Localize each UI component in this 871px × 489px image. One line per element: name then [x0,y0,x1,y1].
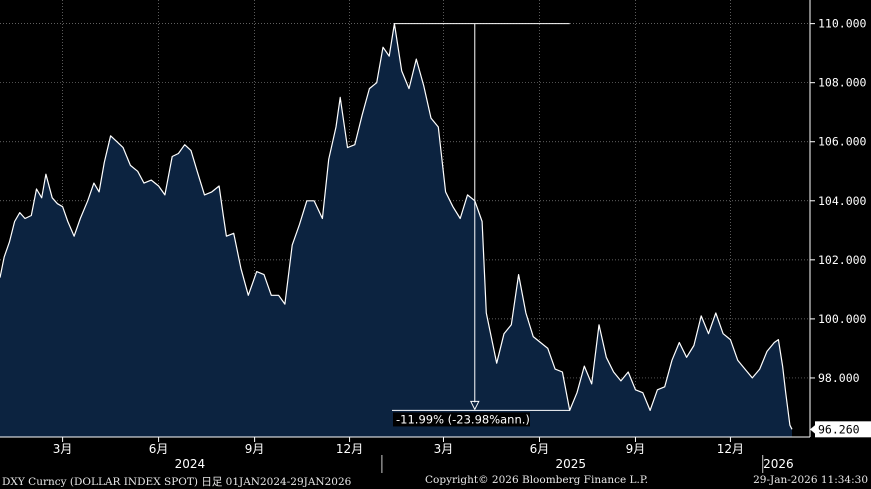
x-axis: 3月 6月 9月 12月 3月 6月 9月 12月 2024 2025 2026 [53,437,794,473]
y-tick-label: 108.000 [818,76,867,90]
last-value-label: 96.260 [818,422,860,436]
price-line [0,23,793,430]
annotation-arrowhead [469,400,480,411]
footer-security-description: DXY Curncy (DOLLAR INDEX SPOT) 日足 01JAN2… [2,476,352,488]
x-tick-label: 12月 [336,442,363,456]
x-tick-label: 6月 [149,442,169,456]
y-tick-label: 104.000 [818,194,867,208]
y-tick-label: 102.000 [818,253,867,267]
y-tick-label: 98.000 [818,371,860,385]
y-tick-label: 100.000 [818,312,867,326]
year-label: 2024 [175,457,206,471]
footer-timestamp: 29-Jan-2026 11:34:30 [753,474,868,486]
annotation-label-background [393,412,530,427]
annotation-label: -11.99% (-23.98%ann.) [396,412,530,426]
last-value-marker: 96.260 [810,421,871,438]
x-tick-label: 3月 [53,442,73,456]
y-tick-label: 106.000 [818,135,867,149]
last-value-pointer [810,424,816,435]
year-label: 2025 [556,457,587,471]
year-label: 2026 [763,457,794,471]
price-area-fill [0,23,792,437]
x-tick-label: 9月 [245,442,265,456]
y-tick-label: 110.000 [818,17,867,31]
last-value-box [815,421,871,438]
x-tick-label: 9月 [626,442,646,456]
y-axis: 98.000 100.000 102.000 104.000 106.000 108.00… [810,17,867,385]
drawdown-annotation: -11.99% (-23.98%ann.) [392,23,570,427]
x-tick-label: 12月 [717,442,744,456]
footer-copyright: Copyright© 2026 Bloomberg Finance L.P. [425,474,649,486]
x-tick-label: 6月 [530,442,550,456]
x-tick-label: 3月 [434,442,454,456]
